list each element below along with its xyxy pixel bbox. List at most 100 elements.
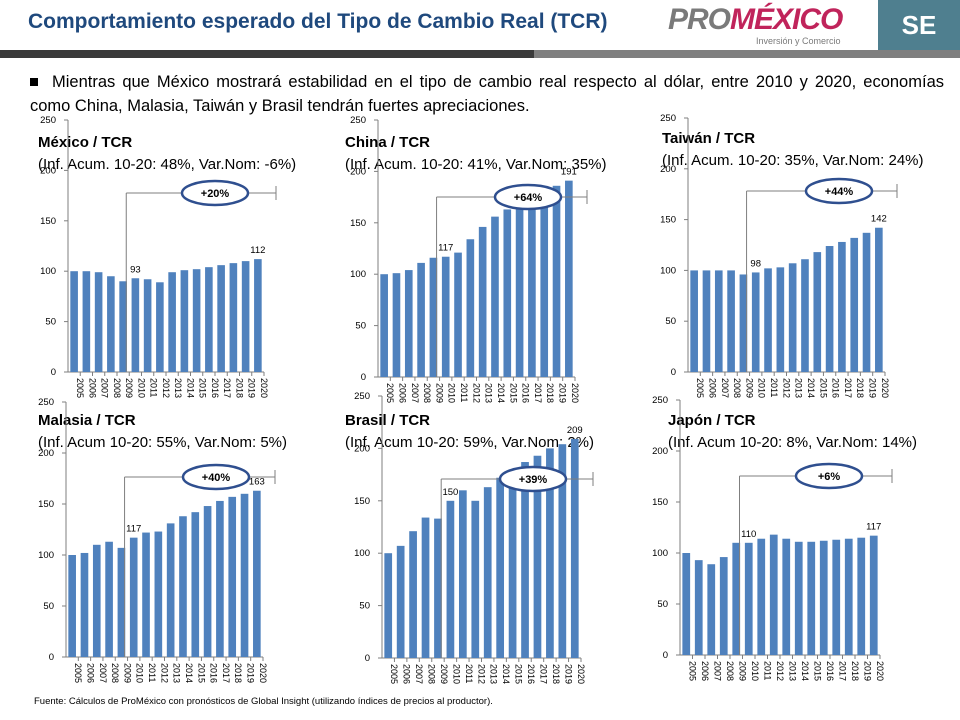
y-tick-label: 50 [45, 317, 56, 328]
bar-2015 [503, 209, 512, 377]
x-tick-label: 2010 [451, 664, 461, 684]
bar-2012 [776, 267, 785, 372]
x-tick-label: 2009 [122, 663, 132, 683]
x-tick-label: 2010 [135, 663, 145, 683]
bar-2012 [154, 531, 163, 657]
x-tick-label: 2014 [800, 661, 810, 681]
bar-2013 [788, 263, 797, 372]
bar-2016 [515, 204, 524, 377]
x-tick-label: 2009 [744, 378, 754, 398]
bar-2015 [813, 252, 822, 372]
chart-title-mexico: México / TCR (Inf. Acum. 10-20: 48%, Var… [38, 132, 296, 176]
chart-subtitle-text: (Inf. Acum 10-20: 59%, Var.Nom: 2%) [345, 434, 594, 451]
chart-title-text: Taiwán / TCR [662, 130, 756, 147]
y-tick-label: 250 [652, 395, 668, 406]
x-tick-label: 2006 [402, 664, 412, 684]
bar-2020 [565, 180, 573, 377]
bar-2014 [491, 216, 499, 377]
x-tick-label: 2005 [695, 378, 705, 398]
y-tick-label: 0 [49, 652, 54, 663]
x-tick-label: 2008 [732, 378, 742, 398]
data-label: 98 [750, 258, 761, 269]
bar-2018 [228, 496, 237, 657]
bar-2010 [751, 272, 760, 372]
bar-2014 [180, 270, 189, 372]
bar-2011 [458, 490, 467, 658]
x-tick-label: 2008 [422, 383, 432, 403]
data-label: 163 [249, 477, 265, 488]
bar-2005 [682, 553, 691, 655]
data-label: 110 [741, 529, 756, 540]
x-tick-label: 2016 [825, 661, 835, 681]
x-tick-label: 2017 [843, 378, 853, 398]
bar-2014 [179, 516, 187, 657]
header-divider-dark [0, 50, 534, 58]
x-tick-label: 2013 [489, 664, 499, 684]
data-label: 142 [871, 214, 887, 225]
x-tick-label: 2009 [124, 378, 134, 398]
x-tick-label: 2014 [185, 378, 195, 398]
x-tick-label: 2020 [875, 661, 885, 681]
x-tick-label: 2014 [501, 664, 511, 684]
x-tick-label: 2006 [85, 663, 95, 683]
x-tick-label: 2014 [496, 383, 506, 403]
y-tick-label: 50 [43, 601, 54, 612]
x-tick-label: 2013 [787, 661, 797, 681]
x-tick-label: 2013 [484, 383, 494, 403]
y-tick-label: 100 [40, 266, 56, 277]
x-tick-label: 2009 [737, 661, 747, 681]
data-label: 93 [130, 264, 141, 275]
bar-2011 [454, 252, 462, 377]
bar-2008 [107, 276, 115, 372]
x-tick-label: 2009 [439, 664, 449, 684]
x-tick-label: 2015 [514, 664, 524, 684]
data-label: 117 [126, 524, 141, 535]
bar-2007 [707, 564, 716, 655]
x-tick-label: 2014 [806, 378, 816, 398]
x-tick-label: 2005 [385, 383, 395, 403]
x-tick-label: 2017 [221, 663, 231, 683]
x-tick-label: 2007 [98, 663, 108, 683]
bar-2012 [156, 282, 164, 372]
bar-2006 [702, 270, 711, 372]
chart-title-text: Japón / TCR [668, 412, 756, 429]
x-tick-label: 2012 [476, 664, 486, 684]
x-tick-label: 2006 [707, 378, 717, 398]
bar-2006 [396, 545, 405, 658]
change-badge [498, 465, 568, 493]
x-tick-label: 2016 [831, 378, 841, 398]
chart-title-japon: Japón / TCR (Inf. Acum 10-20: 8%, Var.No… [668, 410, 917, 454]
y-tick-label: 50 [359, 601, 370, 612]
change-badge [181, 463, 251, 491]
chart-title-taiwan: Taiwán / TCR (Inf. Acum. 10-20: 35%, Var… [662, 128, 924, 172]
x-tick-label: 2019 [558, 383, 568, 403]
bar-2008 [727, 270, 735, 372]
x-tick-label: 2016 [526, 664, 536, 684]
x-tick-label: 2010 [136, 378, 146, 398]
x-tick-label: 2008 [427, 664, 437, 684]
bar-2008 [417, 262, 425, 377]
bar-2018 [844, 538, 853, 655]
y-tick-label: 200 [652, 446, 668, 457]
bar-2009 [434, 518, 442, 658]
bar-2012 [471, 500, 480, 658]
bullet-text: Mientras que México mostrará estabilidad… [30, 73, 944, 115]
bar-2019 [240, 493, 249, 657]
chart-title-text: China / TCR [345, 134, 430, 151]
x-tick-label: 2005 [687, 661, 697, 681]
x-tick-label: 2011 [459, 383, 469, 402]
change-badge-label: +44% [825, 186, 854, 198]
x-tick-label: 2017 [533, 383, 543, 403]
bar-2013 [478, 226, 487, 377]
bar-2006 [80, 552, 89, 657]
x-tick-label: 2019 [563, 664, 573, 684]
x-tick-label: 2019 [862, 661, 872, 681]
x-tick-label: 2005 [75, 378, 85, 398]
header-divider-grey [534, 50, 960, 58]
bar-2005 [384, 553, 393, 658]
x-tick-label: 2020 [258, 663, 268, 683]
change-badge-label: +40% [202, 472, 231, 484]
y-tick-label: 0 [663, 650, 668, 661]
bar-2020 [875, 227, 883, 372]
bar-2018 [540, 191, 549, 377]
